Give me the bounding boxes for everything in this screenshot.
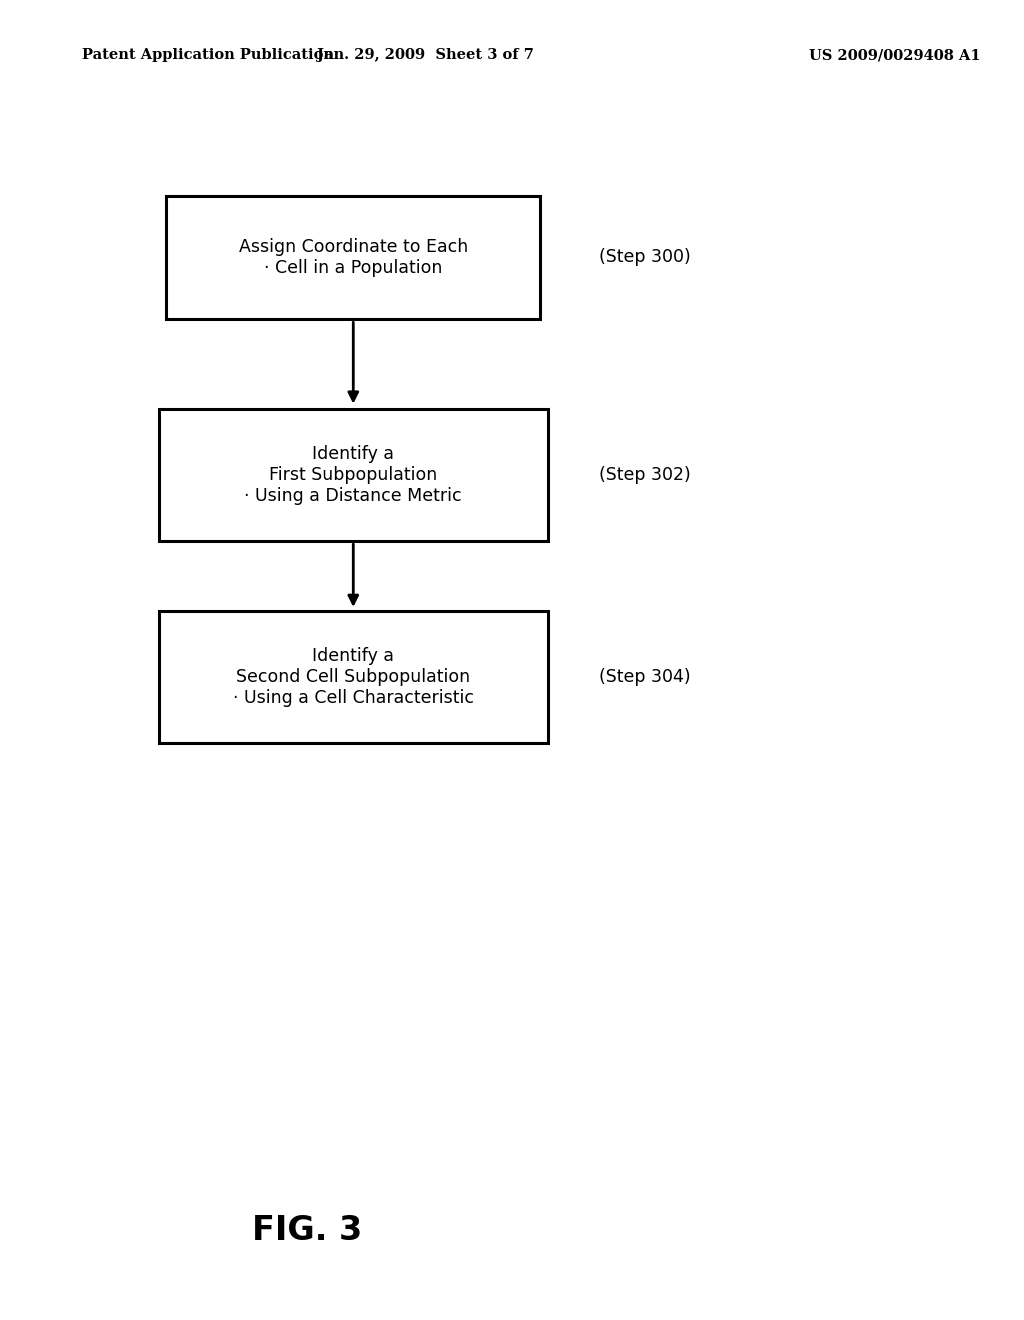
Text: Jan. 29, 2009  Sheet 3 of 7: Jan. 29, 2009 Sheet 3 of 7 (316, 49, 534, 62)
Text: (Step 304): (Step 304) (599, 668, 690, 686)
Text: Patent Application Publication: Patent Application Publication (82, 49, 334, 62)
Text: Assign Coordinate to Each
· Cell in a Population: Assign Coordinate to Each · Cell in a Po… (239, 238, 468, 277)
Bar (159, 611, 548, 743)
Text: (Step 300): (Step 300) (599, 248, 691, 267)
Text: FIG. 3: FIG. 3 (252, 1214, 362, 1246)
Text: (Step 302): (Step 302) (599, 466, 691, 484)
Bar (159, 409, 548, 541)
Text: Identify a
Second Cell Subpopulation
· Using a Cell Characteristic: Identify a Second Cell Subpopulation · U… (232, 647, 474, 708)
Text: Identify a
First Subpopulation
· Using a Distance Metric: Identify a First Subpopulation · Using a… (245, 445, 462, 506)
Bar (166, 195, 541, 318)
Text: US 2009/0029408 A1: US 2009/0029408 A1 (809, 49, 981, 62)
